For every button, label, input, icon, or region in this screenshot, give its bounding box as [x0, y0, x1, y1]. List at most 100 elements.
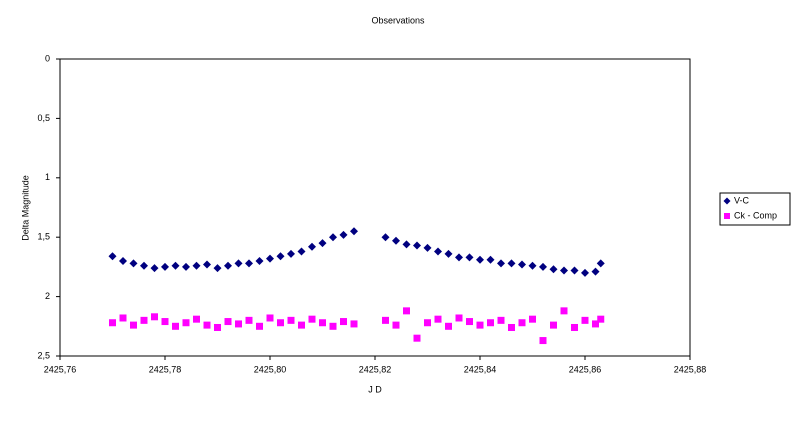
y-tick-label: 1,5: [37, 232, 50, 242]
point: [171, 261, 180, 270]
point: [308, 242, 316, 251]
point: [276, 252, 285, 261]
point: [539, 337, 547, 345]
point: [130, 321, 137, 329]
y-tick-label: 0,5: [37, 113, 50, 123]
point: [172, 322, 179, 330]
point: [424, 319, 431, 327]
point: [287, 249, 295, 258]
point: [550, 321, 557, 329]
point: [581, 268, 589, 277]
point: [539, 262, 547, 271]
point: [444, 249, 453, 258]
point: [350, 227, 358, 236]
point: [597, 315, 605, 323]
point: [245, 259, 253, 268]
point: [413, 241, 421, 250]
point: [287, 316, 295, 324]
point: [224, 261, 232, 270]
point: [108, 252, 117, 261]
point: [182, 319, 190, 327]
point: [466, 318, 473, 326]
point: [423, 243, 432, 252]
y-tick-label: 2: [45, 291, 50, 301]
point: [203, 260, 211, 269]
point: [297, 247, 306, 256]
point: [150, 264, 159, 273]
point: [119, 314, 127, 322]
point: [497, 316, 505, 324]
point: [581, 316, 589, 324]
point: [392, 236, 400, 245]
point: [277, 319, 284, 327]
point: [329, 322, 337, 330]
point: [266, 314, 274, 322]
point: [109, 319, 116, 327]
point: [151, 313, 158, 321]
point: [465, 253, 474, 262]
point: [192, 261, 201, 270]
point: [476, 321, 484, 329]
point: [182, 262, 190, 271]
point: [119, 256, 127, 265]
point: [487, 319, 494, 327]
y-tick-label: 2,5: [37, 350, 50, 360]
point: [382, 316, 389, 324]
point: [413, 334, 421, 342]
point: [445, 322, 452, 330]
legend-marker: [724, 213, 730, 219]
point: [161, 318, 169, 326]
chart-title: Observations: [371, 15, 425, 25]
point: [329, 233, 337, 242]
point: [203, 321, 211, 329]
point: [318, 239, 327, 248]
point: [486, 255, 495, 264]
point: [255, 256, 264, 265]
x-tick-label: 2425,82: [359, 364, 392, 374]
point: [518, 260, 526, 269]
x-tick-label: 2425,84: [464, 364, 497, 374]
point: [213, 264, 222, 273]
point: [214, 323, 221, 331]
point: [266, 254, 274, 263]
point: [129, 259, 138, 268]
point: [591, 267, 600, 276]
point: [497, 259, 505, 268]
point: [350, 320, 358, 328]
point: [570, 266, 579, 275]
point: [224, 318, 232, 326]
x-tick-label: 2425,80: [254, 364, 287, 374]
point: [402, 240, 411, 249]
point: [234, 259, 243, 268]
legend-box: [719, 192, 791, 226]
point: [596, 259, 605, 268]
point: [308, 315, 316, 323]
point: [507, 259, 516, 268]
point: [319, 319, 326, 327]
x-axis-label: J D: [368, 384, 382, 394]
point: [560, 307, 568, 315]
x-tick-label: 2425,86: [569, 364, 602, 374]
point: [256, 322, 263, 330]
point: [508, 323, 515, 331]
point: [298, 321, 305, 329]
point: [140, 316, 148, 324]
point: [529, 315, 536, 323]
point: [381, 233, 390, 242]
y-tick-label: 1: [45, 172, 50, 182]
point: [571, 323, 578, 331]
point: [245, 316, 253, 324]
point: [340, 318, 347, 326]
point: [549, 265, 558, 274]
point: [193, 315, 200, 323]
point: [560, 266, 568, 275]
point: [434, 247, 442, 256]
legend-marker: [723, 197, 731, 205]
x-tick-label: 2425,76: [44, 364, 77, 374]
point: [161, 262, 169, 271]
point: [592, 320, 599, 328]
point: [235, 320, 242, 328]
point: [339, 230, 348, 239]
legend-label: V-C: [734, 195, 750, 205]
